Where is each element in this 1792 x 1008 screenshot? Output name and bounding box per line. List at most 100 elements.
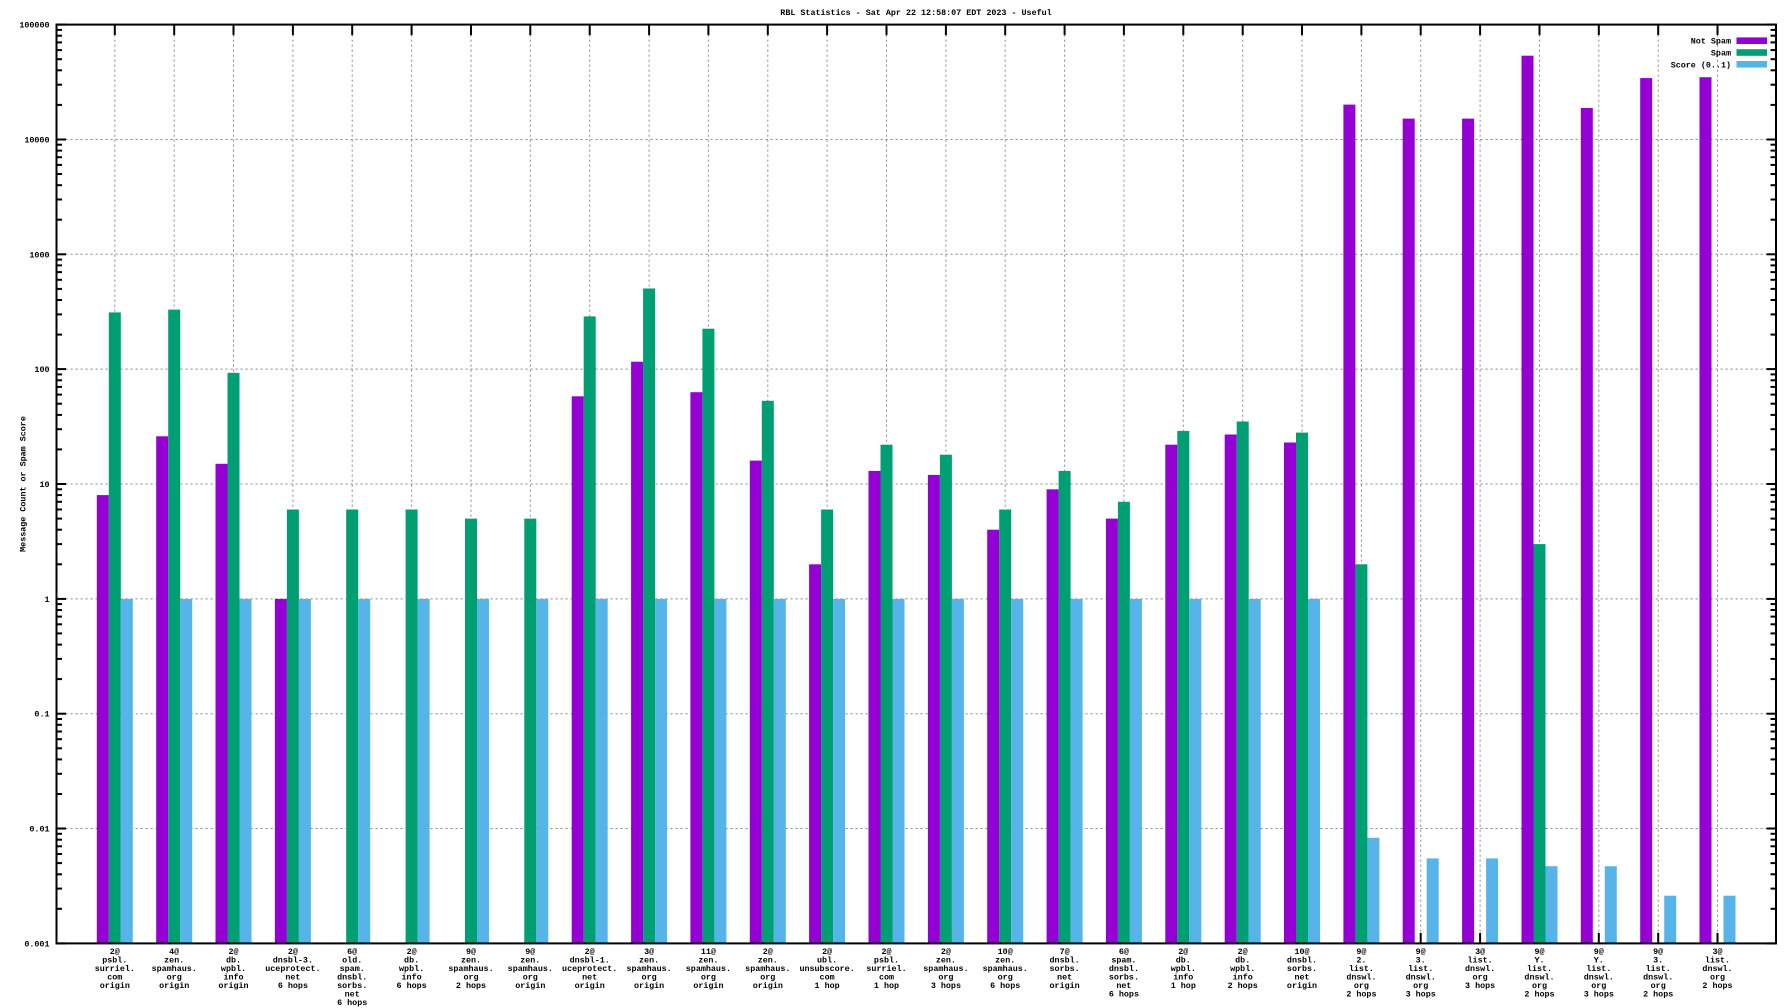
svg-text:surriel.: surriel. xyxy=(95,964,135,974)
svg-text:spam.: spam. xyxy=(1111,955,1136,965)
svg-text:9@: 9@ xyxy=(1594,947,1604,957)
svg-text:zen.: zen. xyxy=(164,955,184,965)
svg-text:org: org xyxy=(1413,981,1428,991)
svg-text:1 hop: 1 hop xyxy=(874,981,899,991)
svg-text:100000: 100000 xyxy=(19,21,49,31)
svg-text:org: org xyxy=(167,972,182,982)
svg-text:org: org xyxy=(523,972,538,982)
svg-text:3.: 3. xyxy=(1653,955,1663,965)
svg-text:org: org xyxy=(701,972,716,982)
svg-text:net: net xyxy=(1116,981,1131,991)
svg-text:10000: 10000 xyxy=(24,136,49,146)
svg-text:Y.: Y. xyxy=(1534,955,1544,965)
svg-text:psbl.: psbl. xyxy=(874,955,899,965)
svg-text:db.: db. xyxy=(226,955,241,965)
svg-text:com: com xyxy=(820,972,835,982)
svg-text:6@: 6@ xyxy=(1119,947,1129,957)
svg-text:sorbs.: sorbs. xyxy=(1287,964,1317,974)
svg-text:dnswl.: dnswl. xyxy=(1524,972,1554,982)
svg-text:net: net xyxy=(1294,972,1309,982)
svg-text:net: net xyxy=(345,990,360,1000)
svg-text:origin: origin xyxy=(693,981,723,991)
svg-text:9@: 9@ xyxy=(1653,947,1663,957)
svg-text:0.1: 0.1 xyxy=(34,710,49,720)
svg-text:2@: 2@ xyxy=(881,947,891,957)
svg-text:spamhaus.: spamhaus. xyxy=(448,964,493,974)
svg-text:db.: db. xyxy=(404,955,419,965)
svg-text:net: net xyxy=(1057,972,1072,982)
svg-text:wpbl.: wpbl. xyxy=(399,964,424,974)
svg-text:info: info xyxy=(223,972,243,982)
svg-text:2@: 2@ xyxy=(1178,947,1188,957)
svg-text:sorbs.: sorbs. xyxy=(337,981,367,991)
svg-text:dnswl.: dnswl. xyxy=(1584,972,1614,982)
svg-text:9@: 9@ xyxy=(466,947,476,957)
svg-text:dnsbl.: dnsbl. xyxy=(1287,955,1317,965)
svg-text:zen.: zen. xyxy=(639,955,659,965)
svg-text:org: org xyxy=(1354,981,1369,991)
svg-text:org: org xyxy=(1651,981,1666,991)
svg-text:ubl.: ubl. xyxy=(817,955,837,965)
svg-text:dnswl.: dnswl. xyxy=(1406,972,1436,982)
svg-text:spamhaus.: spamhaus. xyxy=(745,964,790,974)
svg-text:1 hop: 1 hop xyxy=(1171,981,1196,991)
svg-text:0.01: 0.01 xyxy=(29,825,49,835)
svg-text:dnsbl-1.: dnsbl-1. xyxy=(570,955,610,965)
svg-text:2@: 2@ xyxy=(822,947,832,957)
svg-text:1 hop: 1 hop xyxy=(815,981,840,991)
svg-text:3@: 3@ xyxy=(1712,947,1722,957)
svg-text:dnsbl.: dnsbl. xyxy=(337,972,367,982)
svg-text:3.: 3. xyxy=(1416,955,1426,965)
svg-text:wpbl.: wpbl. xyxy=(1171,964,1196,974)
svg-text:7@: 7@ xyxy=(1060,947,1070,957)
svg-text:origin: origin xyxy=(159,981,189,991)
svg-text:spamhaus.: spamhaus. xyxy=(152,964,197,974)
svg-text:org: org xyxy=(1710,972,1725,982)
svg-text:net: net xyxy=(285,972,300,982)
svg-text:list.: list. xyxy=(1646,964,1671,974)
svg-text:2 hops: 2 hops xyxy=(1643,990,1673,1000)
svg-text:zen.: zen. xyxy=(936,955,956,965)
svg-text:6 hops: 6 hops xyxy=(397,981,427,991)
svg-text:6 hops: 6 hops xyxy=(1109,990,1139,1000)
svg-text:list.: list. xyxy=(1468,955,1493,965)
svg-text:6@: 6@ xyxy=(347,947,357,957)
svg-text:list.: list. xyxy=(1586,964,1611,974)
svg-text:org: org xyxy=(642,972,657,982)
svg-text:zen.: zen. xyxy=(758,955,778,965)
svg-text:2 hops: 2 hops xyxy=(456,981,486,991)
svg-text:org: org xyxy=(1591,981,1606,991)
svg-text:spamhaus.: spamhaus. xyxy=(626,964,671,974)
svg-text:dnsbl.: dnsbl. xyxy=(1050,955,1080,965)
svg-text:psbl.: psbl. xyxy=(102,955,127,965)
svg-text:10@: 10@ xyxy=(998,947,1013,957)
svg-text:3 hops: 3 hops xyxy=(1406,990,1436,1000)
svg-text:2 hops: 2 hops xyxy=(1346,990,1376,1000)
svg-text:2@: 2@ xyxy=(1238,947,1248,957)
svg-text:3@: 3@ xyxy=(1475,947,1485,957)
svg-text:com: com xyxy=(107,972,122,982)
svg-text:dnswl.: dnswl. xyxy=(1465,964,1495,974)
svg-text:2@: 2@ xyxy=(228,947,238,957)
svg-text:org: org xyxy=(938,972,953,982)
svg-text:org: org xyxy=(1532,981,1547,991)
svg-text:1: 1 xyxy=(44,595,49,605)
svg-text:origin: origin xyxy=(100,981,130,991)
svg-text:2 hops: 2 hops xyxy=(1524,990,1554,1000)
svg-text:list.: list. xyxy=(1705,955,1730,965)
svg-text:1000: 1000 xyxy=(29,250,49,260)
svg-text:surriel.: surriel. xyxy=(866,964,906,974)
svg-text:org: org xyxy=(463,972,478,982)
svg-text:zen.: zen. xyxy=(520,955,540,965)
svg-text:2@: 2@ xyxy=(407,947,417,957)
svg-text:origin: origin xyxy=(575,981,605,991)
svg-text:sorbs.: sorbs. xyxy=(1109,972,1139,982)
svg-text:zen.: zen. xyxy=(698,955,718,965)
svg-text:9@: 9@ xyxy=(525,947,535,957)
svg-text:4@: 4@ xyxy=(169,947,179,957)
svg-text:origin: origin xyxy=(753,981,783,991)
svg-text:org: org xyxy=(1473,972,1488,982)
svg-text:100: 100 xyxy=(34,365,49,375)
svg-text:dnswl.: dnswl. xyxy=(1702,964,1732,974)
svg-text:spam.: spam. xyxy=(340,964,365,974)
